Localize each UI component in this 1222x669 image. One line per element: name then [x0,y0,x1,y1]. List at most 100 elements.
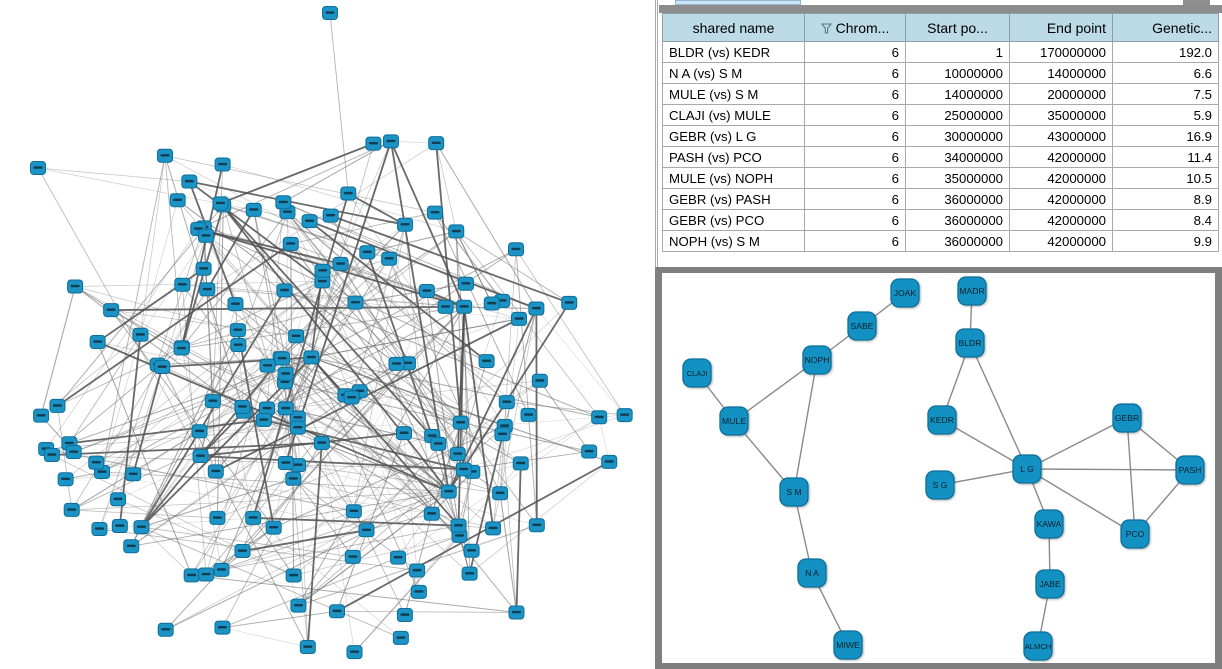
overview-node[interactable] [511,311,528,326]
table-cell[interactable]: 36000000 [905,188,1010,210]
overview-node[interactable] [332,256,349,271]
overview-node[interactable] [322,6,338,20]
overview-node[interactable] [512,456,529,471]
overview-node[interactable] [274,351,291,366]
overview-node[interactable] [63,502,80,517]
node-mule[interactable]: MULE [719,406,749,436]
overview-node[interactable] [214,620,231,635]
table-cell[interactable]: 6.6 [1112,62,1219,84]
table-cell[interactable]: 6 [804,125,906,147]
overview-node[interactable] [452,415,469,430]
table-cell[interactable]: 6 [804,209,906,231]
table-cell[interactable]: N A (vs) S M [662,62,805,84]
table-cell[interactable]: 10.5 [1112,167,1219,189]
overview-node[interactable] [169,193,186,208]
overview-node[interactable] [290,598,307,613]
table-cell[interactable]: 35000000 [905,167,1010,189]
table-cell[interactable]: 30000000 [905,125,1010,147]
overview-node[interactable] [275,195,292,210]
overview-node[interactable] [390,550,407,565]
node-n-a[interactable]: N A [797,558,827,588]
overview-node[interactable] [358,523,375,538]
table-cell[interactable]: 170000000 [1009,41,1113,63]
node-kedr[interactable]: KEDR [927,405,957,435]
overview-node[interactable] [57,472,74,487]
overview-node[interactable] [276,283,293,298]
table-cell[interactable]: GEBR (vs) PASH [662,188,805,210]
overview-node[interactable] [227,297,244,312]
overview-node[interactable] [230,338,247,353]
table-cell[interactable]: 35000000 [1009,104,1113,126]
table-cell[interactable]: BLDR (vs) KEDR [662,41,805,63]
overview-node[interactable] [123,539,140,554]
table-row[interactable]: MULE (vs) NOPH 6 35000000 42000000 10.5 [662,167,1219,189]
overview-node[interactable] [103,303,120,318]
overview-node[interactable] [428,136,445,151]
table-cell[interactable]: CLAJI (vs) MULE [662,104,805,126]
table-cell[interactable]: 11.4 [1112,146,1219,168]
table-row[interactable]: GEBR (vs) L G 6 30000000 43000000 16.9 [662,125,1219,147]
panel-divider[interactable] [655,0,662,267]
table-cell[interactable]: GEBR (vs) L G [662,125,805,147]
table-cell[interactable]: 36000000 [905,209,1010,231]
overview-node[interactable] [392,630,409,645]
overview-node[interactable] [181,174,198,189]
overview-node[interactable] [461,566,478,581]
table-row[interactable]: GEBR (vs) PASH 6 36000000 42000000 8.9 [662,188,1219,210]
overview-node[interactable] [418,283,435,298]
overview-node[interactable] [111,519,128,534]
overview-node[interactable] [303,350,320,365]
overview-node[interactable] [616,408,633,423]
overview-node[interactable] [457,276,474,291]
column-header-shared-name[interactable]: shared name [662,13,805,42]
overview-node[interactable] [314,274,331,289]
overview-node[interactable] [43,448,60,463]
table-cell[interactable]: 6 [804,167,906,189]
table-cell[interactable]: MULE (vs) S M [662,83,805,105]
table-cell[interactable]: 16.9 [1112,125,1219,147]
overview-node[interactable] [198,567,215,582]
overview-node[interactable] [213,562,230,577]
overview-node[interactable] [456,299,473,314]
table-row[interactable]: MULE (vs) S M 6 14000000 20000000 7.5 [662,83,1219,105]
node-pash[interactable]: PASH [1175,455,1205,485]
overview-node[interactable] [277,366,294,381]
overview-node[interactable] [381,251,398,266]
table-cell[interactable]: 42000000 [1009,167,1113,189]
overview-node[interactable] [492,486,509,501]
overview-node[interactable] [314,263,331,278]
table-cell[interactable]: 6 [804,104,906,126]
overview-node[interactable] [455,462,472,477]
overview-node[interactable] [301,214,318,229]
overview-node[interactable] [426,205,443,220]
edge-BLDR-L G[interactable] [969,342,1028,470]
table-cell[interactable]: 6 [804,188,906,210]
node-l-g[interactable]: L G [1012,454,1042,484]
overview-node[interactable] [346,645,363,660]
table-row[interactable]: CLAJI (vs) MULE 6 25000000 35000000 5.9 [662,104,1219,126]
overview-node[interactable] [343,390,360,405]
overview-node[interactable] [329,604,346,619]
overview-node[interactable] [365,136,382,151]
node-noph[interactable]: NOPH [802,345,832,375]
table-row[interactable]: N A (vs) S M 6 10000000 14000000 6.6 [662,62,1219,84]
overview-node[interactable] [285,471,302,486]
table-cell[interactable]: 42000000 [1009,188,1113,210]
overview-node[interactable] [395,426,412,441]
overview-node[interactable] [89,334,106,349]
overview-node[interactable] [344,549,361,564]
overview-node[interactable] [229,323,246,338]
overview-node[interactable] [322,208,339,223]
overview-node[interactable] [265,520,282,535]
overview-node[interactable] [437,299,454,314]
overview-node[interactable] [299,640,316,655]
overview-node[interactable] [591,410,608,425]
table-cell[interactable]: 42000000 [1009,209,1113,231]
node-claji[interactable]: CLAJI [682,358,712,388]
overview-node[interactable] [209,510,226,525]
node-pco[interactable]: PCO [1120,519,1150,549]
overview-node[interactable] [440,484,457,499]
table-cell[interactable]: 6 [804,41,906,63]
overview-node[interactable] [204,394,221,409]
